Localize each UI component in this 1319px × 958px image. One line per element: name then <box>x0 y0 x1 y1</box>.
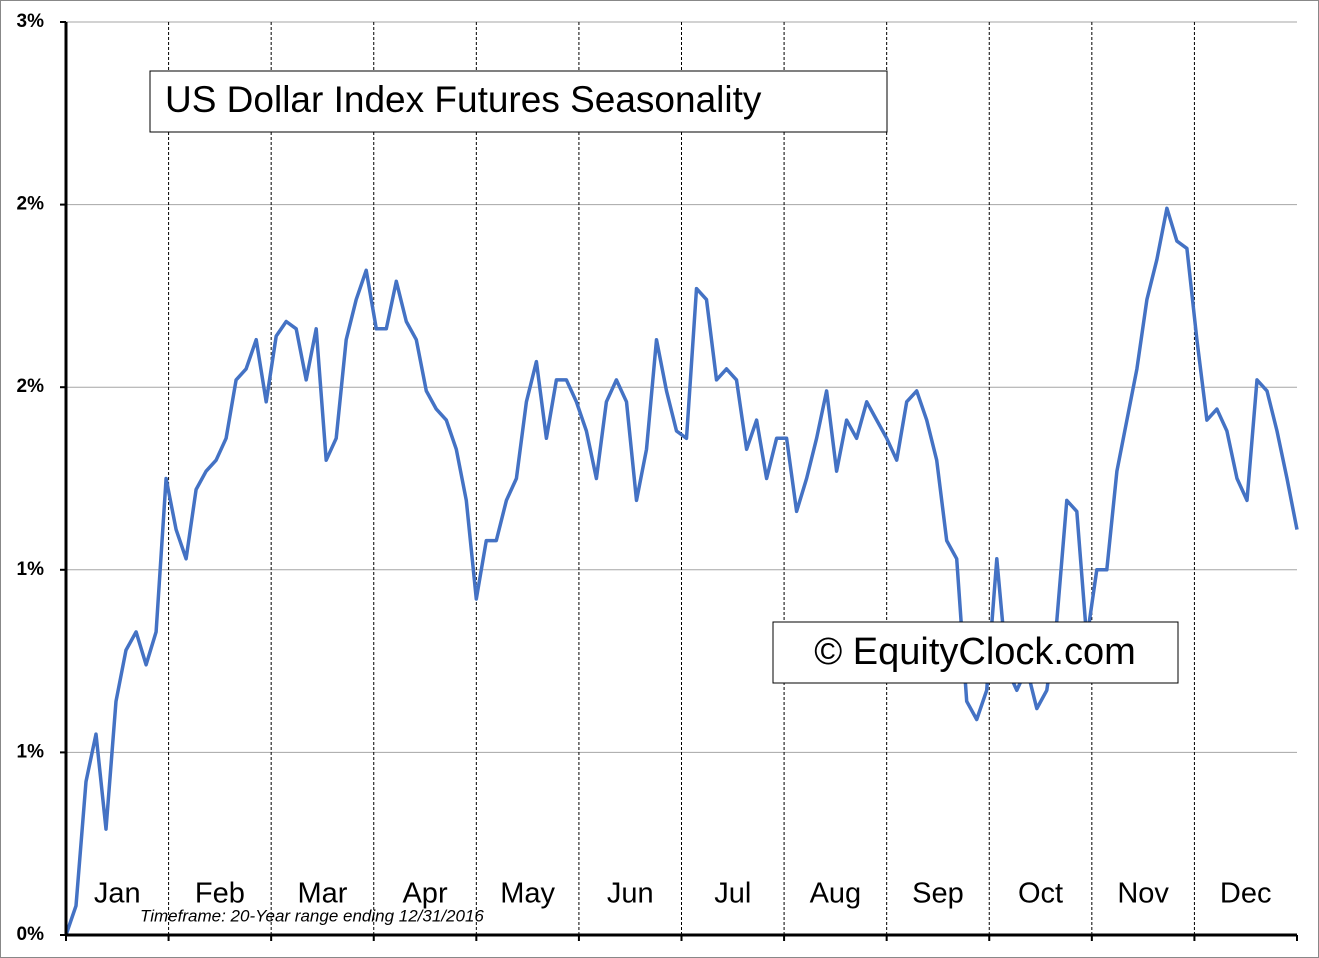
x-tick-label: Sep <box>912 878 964 910</box>
x-tick-label: Jun <box>607 878 654 910</box>
x-tick-label: Oct <box>1018 878 1063 910</box>
watermark: © EquityClock.com <box>814 631 1136 673</box>
y-tick-label: 1% <box>17 741 45 762</box>
plot: 0% 1% 1% 2% 2% 3% Jan Feb Mar Apr May Jun Jul Aug Sep O… <box>17 11 1299 945</box>
series-line <box>64 206 1299 936</box>
x-tick-label: Mar <box>297 878 347 910</box>
title-box <box>149 70 888 133</box>
footnote: Timeframe: 20-Year range ending 12/31/20… <box>140 906 484 925</box>
x-tick-label: May <box>500 878 555 910</box>
y-tick-label: 2% <box>17 376 45 397</box>
y-tick-label: 3% <box>17 11 45 32</box>
x-tick-label: Jan <box>94 878 141 910</box>
x-tick-label: Dec <box>1220 878 1272 910</box>
y-tick-label: 0% <box>17 924 45 945</box>
chart-title: US Dollar Index Futures Seasonality <box>165 79 762 120</box>
x-tick-label: Apr <box>402 878 447 910</box>
x-tick-label: Feb <box>195 878 245 910</box>
watermark-box <box>772 621 1179 684</box>
y-tick-label: 2% <box>17 194 45 215</box>
y-tick-label: 1% <box>17 559 45 580</box>
x-tick-label: Aug <box>810 878 862 910</box>
x-tick-label: Jul <box>714 878 751 910</box>
x-tick-label: Nov <box>1117 878 1169 910</box>
